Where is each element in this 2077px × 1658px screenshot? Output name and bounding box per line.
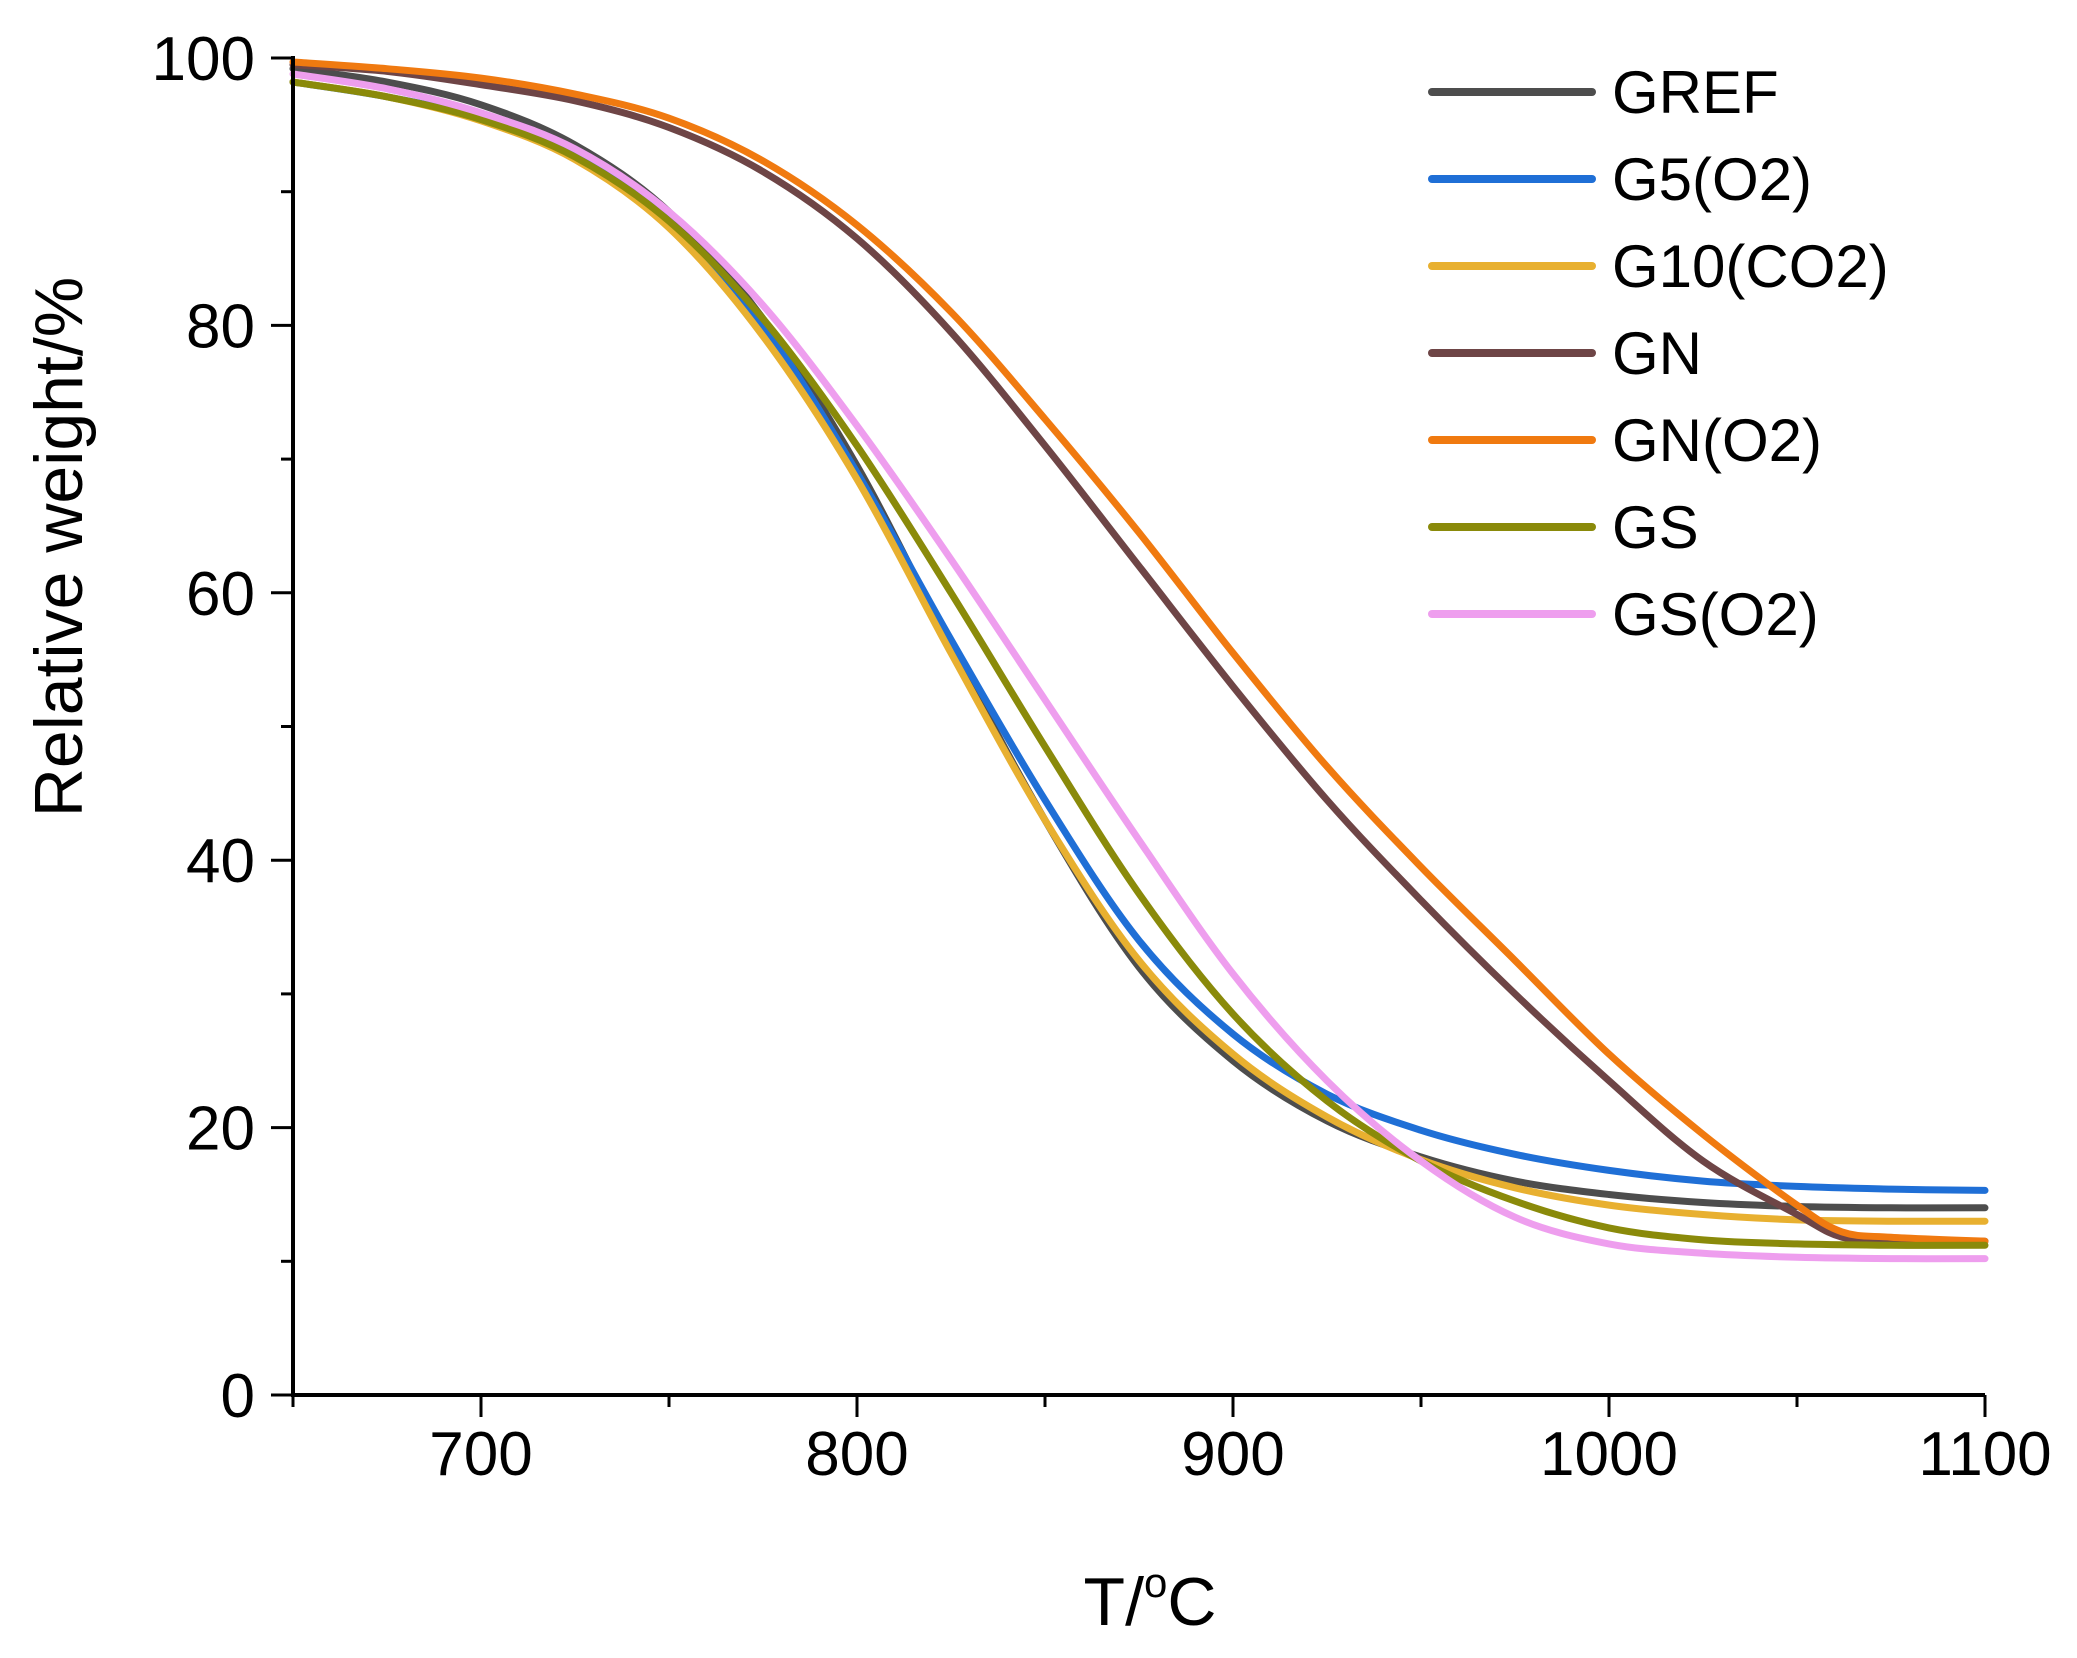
ticks: 700 800 900 1000 1100 0 20 40 60 80 100 — [152, 25, 2052, 1489]
legend-label-5: GS — [1612, 494, 1699, 561]
x-axis-title: T/oC — [1084, 1559, 1217, 1640]
series-line-5 — [289, 78, 1989, 1249]
x-tick-label: 1100 — [1918, 1420, 2051, 1489]
x-tick-label: 1000 — [1540, 1420, 1678, 1489]
y-tick-label: 80 — [186, 292, 255, 361]
y-tick-label: 20 — [186, 1095, 255, 1164]
legend-label-2: G10(CO2) — [1612, 233, 1889, 300]
legend-label-0: GREF — [1612, 59, 1779, 126]
x-tick-label: 800 — [805, 1420, 908, 1489]
legend-label-3: GN — [1612, 320, 1702, 387]
y-tick-label: 40 — [186, 827, 255, 896]
x-tick-label: 900 — [1181, 1420, 1284, 1489]
y-tick-label: 0 — [221, 1362, 255, 1431]
plot-lines — [289, 58, 1989, 1263]
x-axis-title-suffix: C — [1167, 1564, 1216, 1640]
x-axis-title-main: T/ — [1084, 1564, 1145, 1640]
x-tick-label: 700 — [429, 1420, 532, 1489]
y-tick-label: 60 — [186, 560, 255, 629]
y-tick-label: 100 — [152, 25, 255, 94]
series-line-4 — [289, 58, 1989, 1245]
x-axis-title-superscript: o — [1144, 1559, 1167, 1606]
series-line-6 — [289, 70, 1989, 1263]
legend-label-1: G5(O2) — [1612, 146, 1812, 213]
legend-label-4: GN(O2) — [1612, 407, 1822, 474]
legend-label-6: GS(O2) — [1612, 581, 1819, 648]
legend: GREF G5(O2) G10(CO2) GN GN(O2) GS GS(O2) — [1428, 59, 1889, 648]
series-line-3 — [289, 61, 1989, 1245]
y-axis-title: Relative weight/% — [21, 277, 97, 817]
